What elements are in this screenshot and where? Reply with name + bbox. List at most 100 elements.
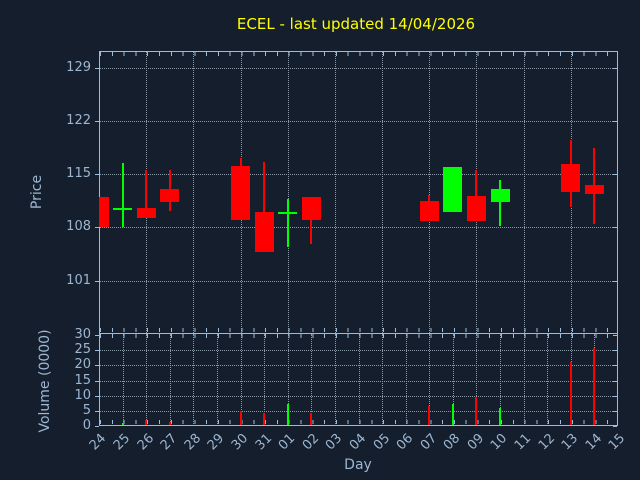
price-gridline bbox=[523, 52, 525, 333]
price-tick-mark bbox=[613, 280, 617, 282]
volume-gridline bbox=[240, 334, 242, 424]
volume-gridline bbox=[169, 334, 171, 424]
day-tick-label: 10 bbox=[488, 431, 511, 454]
day-tick-label: 29 bbox=[205, 431, 228, 454]
volume-tick-label: 25 bbox=[74, 342, 91, 358]
price-tick-mark bbox=[95, 174, 99, 176]
candle-wick-day-25 bbox=[121, 162, 124, 228]
volume-tick-mark bbox=[95, 365, 99, 367]
candle-body-day-01 bbox=[278, 212, 298, 215]
volume-tick-label: 20 bbox=[74, 357, 91, 373]
volume-gridline bbox=[523, 334, 525, 424]
day-tick-label: 02 bbox=[299, 431, 322, 454]
volume-bar-day-27 bbox=[168, 422, 171, 425]
volume-gridline bbox=[547, 334, 549, 424]
volume-tick-mark bbox=[95, 395, 99, 397]
candle-body-day-24 bbox=[99, 197, 109, 228]
volume-gridline bbox=[476, 334, 478, 424]
volume-bar-day-25 bbox=[121, 422, 124, 425]
candle-body-day-25 bbox=[113, 208, 133, 211]
price-gridline bbox=[287, 52, 289, 333]
volume-tick-mark bbox=[95, 410, 99, 412]
volume-bar-day-13 bbox=[569, 361, 572, 425]
volume-panel bbox=[99, 333, 618, 426]
volume-tick-label: 0 bbox=[82, 418, 91, 433]
day-tick-label: 09 bbox=[464, 431, 488, 454]
volume-tick-label: 5 bbox=[82, 402, 91, 418]
day-tick-label: 26 bbox=[134, 431, 157, 454]
price-tick-label: 122 bbox=[66, 112, 91, 128]
candle-body-day-30 bbox=[231, 165, 251, 220]
volume-gridline bbox=[500, 334, 502, 424]
volume-bar-day-02 bbox=[310, 413, 313, 425]
volume-bar-day-31 bbox=[263, 412, 266, 425]
price-plot-area bbox=[99, 51, 618, 334]
volume-gridline bbox=[311, 334, 313, 424]
price-gridline bbox=[100, 280, 617, 282]
price-tick-label: 101 bbox=[66, 272, 91, 288]
price-panel bbox=[99, 51, 618, 334]
volume-tick-mark bbox=[613, 380, 617, 382]
volume-bar-day-26 bbox=[145, 419, 148, 425]
day-tick-label: 08 bbox=[441, 431, 464, 454]
price-gridline bbox=[100, 67, 617, 69]
volume-tick-mark bbox=[613, 395, 617, 397]
price-tick-mark bbox=[95, 280, 99, 282]
candle-wick-day-26 bbox=[145, 170, 148, 218]
day-tick-label: 27 bbox=[158, 431, 181, 454]
day-tick-label: 14 bbox=[582, 431, 606, 454]
volume-tick-mark bbox=[613, 365, 617, 367]
chart-title: ECEL - last updated 14/04/2026 bbox=[236, 15, 476, 33]
volume-gridline bbox=[405, 334, 407, 424]
price-tick-mark bbox=[613, 120, 617, 122]
price-tick-mark bbox=[613, 67, 617, 69]
candle-body-day-27 bbox=[160, 189, 180, 203]
candle-wick-day-09 bbox=[475, 169, 478, 222]
volume-gridline bbox=[452, 334, 454, 424]
volume-plot-area bbox=[99, 334, 618, 426]
candle-wick-day-01 bbox=[286, 199, 289, 247]
volume-gridline bbox=[216, 334, 218, 424]
day-tick-label: 01 bbox=[276, 431, 299, 454]
price-gridline bbox=[100, 227, 617, 229]
volume-bar-day-08 bbox=[451, 403, 454, 425]
price-tick-mark bbox=[613, 227, 617, 229]
volume-bar-day-07 bbox=[428, 406, 431, 425]
day-tick-label: 11 bbox=[511, 431, 535, 454]
volume-tick-mark bbox=[613, 335, 617, 337]
candle-body-day-31 bbox=[254, 212, 274, 252]
price-gridline bbox=[100, 174, 617, 176]
volume-bar-day-09 bbox=[475, 397, 478, 425]
candle-body-day-07 bbox=[419, 200, 439, 222]
day-tick-label: 12 bbox=[535, 431, 558, 454]
axis-tick-marks bbox=[100, 334, 617, 338]
price-gridline bbox=[334, 52, 336, 333]
day-tick-label: 24 bbox=[87, 431, 110, 454]
volume-tick-mark bbox=[95, 380, 99, 382]
volume-tick-mark bbox=[95, 426, 99, 427]
candle-wick-day-02 bbox=[310, 197, 313, 245]
price-gridline bbox=[193, 52, 195, 333]
candle-body-day-26 bbox=[136, 207, 156, 218]
day-tick-label: 04 bbox=[346, 431, 370, 454]
volume-gridline bbox=[264, 334, 266, 424]
day-tick-label: 25 bbox=[110, 431, 134, 454]
price-tick-mark bbox=[613, 174, 617, 176]
candle-body-day-08 bbox=[443, 166, 463, 213]
volume-tick-mark bbox=[613, 410, 617, 412]
volume-bar-day-30 bbox=[239, 411, 242, 425]
volume-gridline bbox=[193, 334, 195, 424]
price-tick-mark bbox=[95, 67, 99, 69]
day-tick-label: 13 bbox=[559, 431, 582, 454]
axis-tick-marks bbox=[100, 420, 617, 424]
day-tick-label: 07 bbox=[417, 431, 440, 454]
volume-gridline bbox=[382, 334, 384, 424]
candle-body-day-13 bbox=[561, 164, 581, 193]
price-gridline bbox=[382, 52, 384, 333]
price-tick-label: 115 bbox=[66, 166, 91, 182]
volume-bar-day-14 bbox=[593, 348, 596, 425]
volume-tick-label: 30 bbox=[74, 327, 91, 343]
volume-tick-mark bbox=[95, 350, 99, 352]
price-tick-mark bbox=[95, 227, 99, 229]
